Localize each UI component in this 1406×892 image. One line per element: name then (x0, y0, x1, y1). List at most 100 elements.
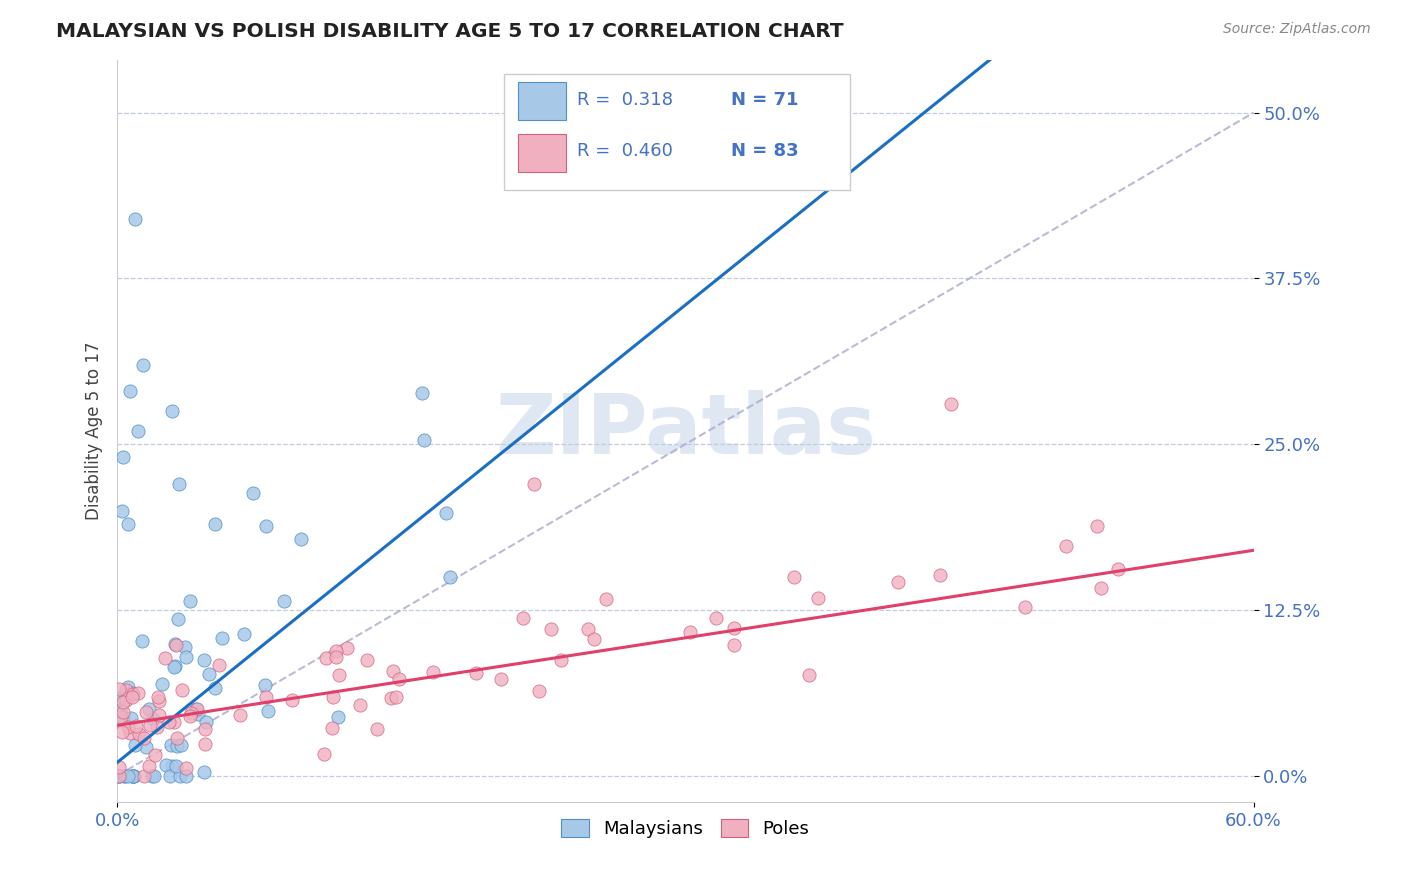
Point (111, 705, 134, 719)
Point (179, 594, 201, 608)
Point (142, 712, 165, 726)
Point (704, 611, 727, 625)
Text: N = 83: N = 83 (731, 142, 799, 160)
Text: R =  0.460: R = 0.460 (578, 142, 673, 160)
Point (124, 738, 146, 752)
Point (195, 714, 218, 729)
Point (679, 625, 702, 640)
Point (124, 211, 146, 226)
Point (166, 739, 188, 753)
Point (380, 690, 402, 705)
Point (194, 722, 217, 736)
Point (117, 680, 139, 694)
Point (111, 710, 134, 724)
Point (139, 718, 162, 732)
Point (281, 693, 304, 707)
Point (160, 738, 183, 752)
Point (170, 738, 193, 752)
Point (273, 594, 295, 608)
Point (128, 727, 150, 741)
Point (204, 681, 226, 696)
Point (117, 769, 139, 783)
Point (134, 731, 156, 745)
Point (595, 592, 617, 607)
Point (174, 761, 197, 775)
Point (325, 649, 347, 664)
Point (117, 720, 139, 734)
Point (120, 384, 142, 399)
Point (135, 706, 157, 720)
Point (336, 641, 359, 656)
Point (121, 769, 143, 783)
Point (582, 632, 605, 646)
Point (138, 758, 160, 772)
Point (193, 653, 215, 667)
Point (356, 653, 378, 667)
Point (148, 693, 170, 707)
Point (166, 731, 188, 745)
Point (110, 710, 132, 724)
Point (108, 769, 131, 783)
Point (328, 709, 350, 723)
Point (179, 708, 201, 723)
Point (381, 664, 404, 678)
Point (112, 769, 135, 783)
Point (412, 433, 434, 447)
Point (121, 769, 143, 783)
Point (349, 698, 371, 712)
Point (186, 702, 208, 716)
Point (489, 672, 512, 686)
Point (204, 516, 226, 531)
Point (228, 708, 250, 723)
Point (132, 358, 155, 372)
Point (422, 665, 444, 679)
Point (143, 769, 166, 783)
Point (886, 575, 908, 590)
Point (127, 685, 149, 699)
Point (174, 650, 197, 665)
Point (127, 424, 149, 438)
Point (174, 640, 197, 654)
Point (108, 681, 131, 696)
Point (118, 725, 141, 739)
FancyBboxPatch shape (503, 74, 851, 190)
Point (115, 683, 138, 698)
Point (576, 623, 599, 637)
Point (170, 683, 193, 698)
Point (115, 693, 138, 707)
Point (111, 503, 134, 517)
Point (159, 715, 181, 730)
Point (150, 677, 173, 691)
FancyBboxPatch shape (519, 134, 567, 172)
Point (314, 747, 336, 761)
Point (385, 690, 408, 705)
Legend: Malaysians, Poles: Malaysians, Poles (554, 812, 817, 846)
Point (163, 714, 186, 729)
Point (110, 704, 132, 718)
Point (148, 708, 170, 723)
Point (254, 519, 277, 533)
Point (325, 644, 347, 658)
Point (108, 769, 131, 783)
Point (388, 672, 411, 686)
Point (138, 702, 160, 716)
Point (1107, 562, 1129, 576)
Point (187, 707, 209, 722)
Point (108, 692, 131, 706)
Point (165, 637, 187, 651)
Point (122, 769, 145, 783)
Point (807, 591, 830, 606)
Point (117, 516, 139, 531)
Point (167, 477, 190, 491)
Point (1014, 599, 1036, 614)
Point (174, 769, 197, 783)
Point (143, 747, 166, 762)
Point (180, 706, 202, 720)
Point (208, 657, 231, 672)
Point (1090, 581, 1112, 595)
Point (122, 769, 145, 783)
Point (155, 758, 177, 772)
Point (411, 385, 433, 400)
Point (160, 759, 183, 773)
Point (723, 638, 745, 652)
